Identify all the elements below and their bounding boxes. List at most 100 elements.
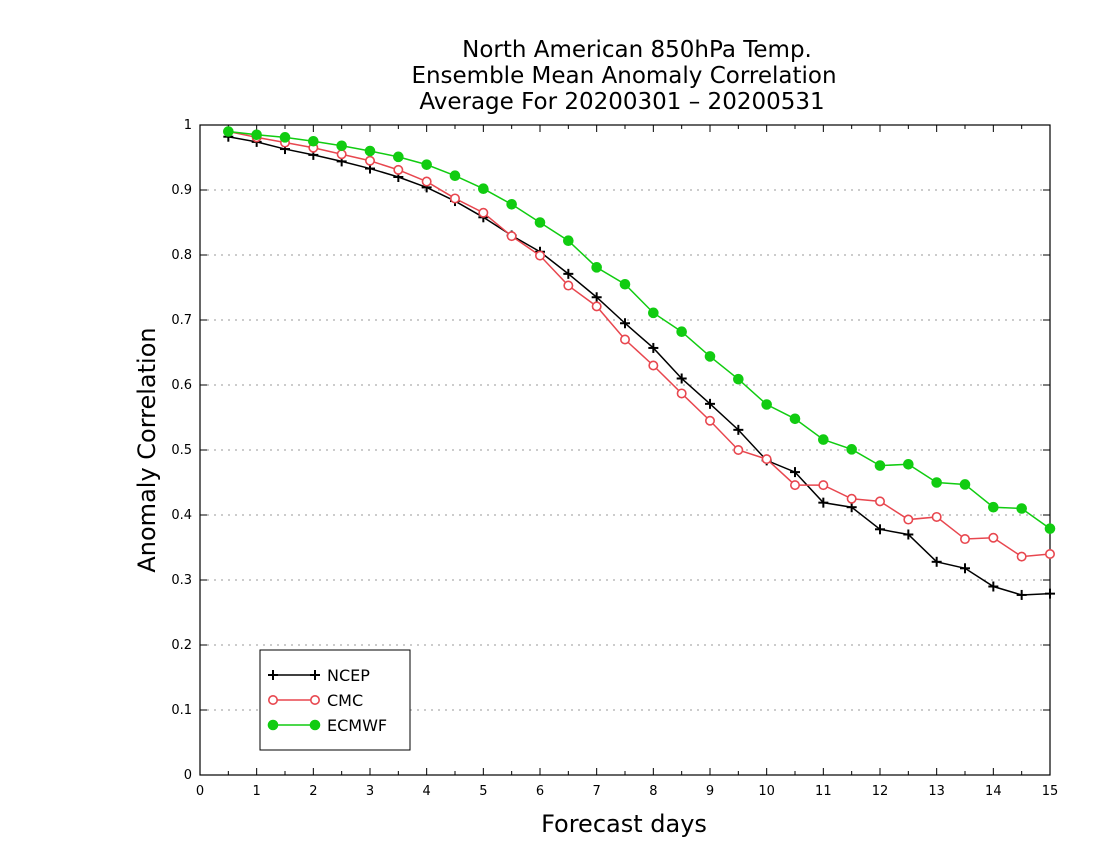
legend-box [259, 649, 411, 751]
data-point-ncep [733, 424, 744, 435]
x-tick-label: 5 [479, 784, 487, 799]
data-point-ecmwf [251, 129, 262, 141]
data-point-ecmwf [421, 159, 432, 170]
data-point-cmc [619, 334, 630, 345]
data-point-ecmwf [336, 140, 347, 152]
x-tick-label: 7 [593, 784, 601, 799]
x-tick-label: 10 [758, 784, 775, 799]
y-tick-label: 1 [184, 118, 192, 133]
data-point-ncep [620, 318, 630, 329]
y-tick-label: 0.1 [171, 703, 192, 718]
data-point-cmc [1016, 551, 1027, 562]
data-point-ecmwf [931, 477, 942, 488]
data-point-ecmwf [534, 217, 546, 228]
data-point-cmc [733, 444, 744, 455]
legend-marker [267, 694, 278, 705]
data-point-cmc [761, 454, 772, 465]
series-line-ncep [228, 135, 1051, 596]
x-tick-label: 15 [1042, 784, 1059, 799]
data-point-ecmwf [563, 235, 574, 246]
legend-label: NCEP [327, 666, 370, 685]
x-tick-label: 14 [985, 784, 1002, 799]
data-point-ecmwf [308, 135, 319, 147]
y-tick-label: 0 [184, 768, 192, 783]
data-point-ecmwf [818, 434, 829, 445]
legend-label: ECMWF [327, 716, 387, 735]
x-tick-label: 2 [309, 784, 317, 799]
chart-title-line-2: Ensemble Mean Anomaly Correlation [411, 63, 836, 89]
x-tick-label: 13 [928, 784, 945, 799]
data-point-ecmwf [279, 132, 291, 143]
data-point-cmc [676, 388, 687, 399]
data-point-cmc [789, 480, 800, 491]
legend-label: CMC [327, 691, 363, 710]
data-point-cmc [591, 301, 602, 312]
data-point-ecmwf [591, 262, 602, 273]
data-point-cmc [506, 231, 517, 242]
data-point-cmc [846, 493, 857, 504]
data-point-ecmwf [223, 126, 234, 137]
x-tick-label: 3 [366, 784, 374, 799]
data-point-ncep [1045, 588, 1055, 599]
data-point-ecmwf [676, 326, 687, 338]
legend-marker [309, 694, 320, 705]
x-tick-label: 11 [815, 784, 832, 799]
legend-marker [267, 719, 279, 731]
data-point-cmc [704, 415, 715, 426]
x-tick-label: 1 [253, 784, 261, 799]
data-point-cmc [959, 534, 970, 545]
data-point-ecmwf [789, 413, 801, 425]
chart-title-line-3: Average For 20200301 – 20200531 [419, 89, 824, 115]
data-point-cmc [903, 514, 914, 525]
series-layer [223, 126, 1056, 600]
data-point-ncep [676, 373, 687, 384]
legend-item-ecmwf: ECMWF [267, 716, 387, 735]
legend-marker [309, 719, 321, 731]
x-tick-label: 12 [872, 784, 889, 799]
chart-title-line-1: North American 850hPa Temp. [462, 37, 812, 63]
data-point-ecmwf [704, 351, 716, 362]
data-point-cmc [818, 480, 829, 491]
y-tick-label: 0.6 [171, 378, 192, 393]
data-point-ecmwf [506, 199, 517, 210]
data-point-cmc [1045, 548, 1056, 559]
data-point-ecmwf [988, 501, 999, 513]
x-tick-label: 4 [423, 784, 431, 799]
x-axis-title: Forecast days [541, 810, 707, 838]
axis-ticks: 00.10.20.30.40.50.60.70.80.910 1 2 3 4 5 6 7 8 9 1… [171, 118, 1058, 799]
y-tick-label: 0.3 [171, 573, 192, 588]
x-tick-label: 8 [649, 784, 657, 799]
series-ncep [223, 131, 1055, 600]
series-ecmwf [223, 126, 1056, 534]
y-tick-label: 0.4 [171, 508, 192, 523]
legend-marker [310, 670, 320, 680]
data-point-cmc [478, 207, 489, 218]
data-point-ncep [931, 556, 942, 567]
y-tick-label: 0.7 [171, 313, 192, 328]
data-point-cmc [534, 250, 545, 261]
data-point-ncep [1016, 589, 1027, 600]
data-point-ecmwf [1016, 503, 1027, 514]
series-cmc [223, 126, 1056, 562]
data-point-cmc [648, 360, 659, 371]
y-tick-label: 0.2 [171, 638, 192, 653]
x-tick-label: 9 [706, 784, 714, 799]
data-point-ecmwf [874, 460, 886, 471]
data-point-ncep [875, 524, 885, 535]
data-point-ncep [818, 497, 829, 508]
data-point-ecmwf [903, 459, 914, 470]
data-point-cmc [563, 280, 574, 291]
data-point-cmc [988, 532, 999, 543]
data-point-ecmwf [1044, 523, 1056, 534]
data-point-ecmwf [393, 151, 404, 163]
data-point-ecmwf [364, 145, 376, 157]
y-tick-label: 0.9 [171, 183, 192, 198]
x-tick-label: 0 [196, 784, 204, 799]
data-point-ncep [960, 563, 970, 574]
series-line-cmc [228, 130, 1051, 558]
legend-item-cmc: CMC [267, 691, 363, 710]
data-point-ecmwf [846, 444, 857, 455]
data-point-cmc [393, 164, 404, 175]
data-point-ecmwf [449, 170, 461, 181]
